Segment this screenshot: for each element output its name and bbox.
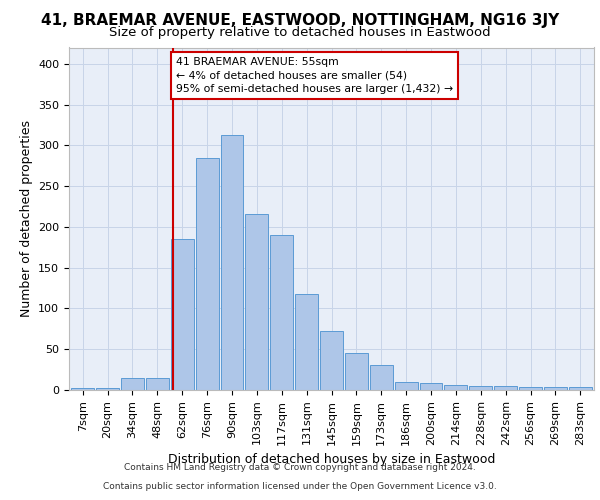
Bar <box>295 294 318 390</box>
Bar <box>146 378 169 390</box>
Bar <box>196 158 218 390</box>
Text: Contains HM Land Registry data © Crown copyright and database right 2024.: Contains HM Land Registry data © Crown c… <box>124 464 476 472</box>
X-axis label: Distribution of detached houses by size in Eastwood: Distribution of detached houses by size … <box>168 453 495 466</box>
Bar <box>419 384 442 390</box>
Bar <box>445 385 467 390</box>
Bar <box>494 386 517 390</box>
Bar <box>221 135 244 390</box>
Bar <box>519 386 542 390</box>
Bar <box>395 382 418 390</box>
Y-axis label: Number of detached properties: Number of detached properties <box>20 120 32 318</box>
Text: 41 BRAEMAR AVENUE: 55sqm
← 4% of detached houses are smaller (54)
95% of semi-de: 41 BRAEMAR AVENUE: 55sqm ← 4% of detache… <box>176 58 453 94</box>
Bar <box>544 386 567 390</box>
Text: 41, BRAEMAR AVENUE, EASTWOOD, NOTTINGHAM, NG16 3JY: 41, BRAEMAR AVENUE, EASTWOOD, NOTTINGHAM… <box>41 12 559 28</box>
Bar <box>96 388 119 390</box>
Bar <box>71 388 94 390</box>
Bar <box>171 239 194 390</box>
Text: Contains public sector information licensed under the Open Government Licence v3: Contains public sector information licen… <box>103 482 497 491</box>
Text: Size of property relative to detached houses in Eastwood: Size of property relative to detached ho… <box>109 26 491 39</box>
Bar <box>320 332 343 390</box>
Bar <box>345 354 368 390</box>
Bar <box>245 214 268 390</box>
Bar <box>469 386 492 390</box>
Bar <box>370 364 393 390</box>
Bar <box>121 378 144 390</box>
Bar <box>270 235 293 390</box>
Bar <box>569 386 592 390</box>
